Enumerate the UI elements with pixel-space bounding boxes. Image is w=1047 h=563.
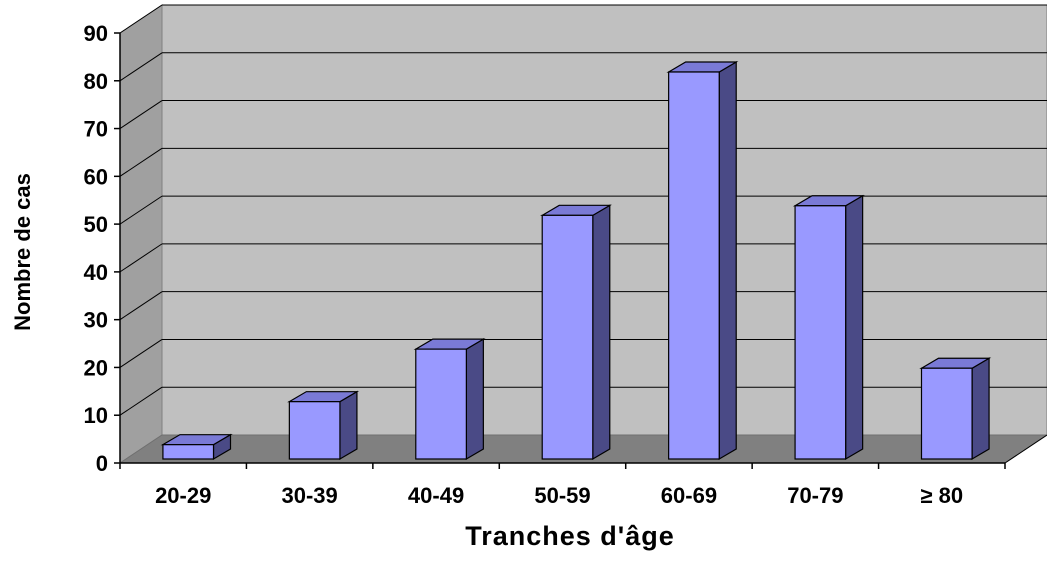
y-tick-labels: 0 10 20 30 40 50 60 70 80 90 <box>84 21 108 476</box>
bar <box>540 204 612 461</box>
floor-edge <box>1004 434 1047 464</box>
y-tick-label: 10 <box>84 403 108 428</box>
gridline <box>119 386 163 416</box>
x-tick-label: 50-59 <box>534 483 590 508</box>
gridline <box>119 100 163 129</box>
bar <box>919 357 992 461</box>
y-tick-label: 70 <box>84 117 108 142</box>
gridline <box>119 195 163 225</box>
bar-side <box>592 204 611 461</box>
bar-side <box>718 60 737 461</box>
y-tick-label: 60 <box>84 164 108 189</box>
gridline <box>119 52 163 82</box>
bar <box>413 338 486 461</box>
side-wall <box>119 4 163 464</box>
x-tick-labels: 20-29 30-39 40-49 50-59 60-69 70-79 ≥ 80 <box>155 483 963 508</box>
y-axis-title: Nombre de cas <box>10 173 35 331</box>
gridline <box>119 291 163 321</box>
bar <box>666 60 739 461</box>
y-tick-label: 0 <box>96 451 108 476</box>
axes <box>114 32 1047 469</box>
x-tick-label: 30-39 <box>282 483 338 508</box>
bar <box>287 390 360 461</box>
gridline <box>119 147 163 177</box>
x-tick-label: 40-49 <box>408 483 464 508</box>
bar-front <box>541 214 594 460</box>
x-tick-label: 60-69 <box>661 483 717 508</box>
y-tick-label: 30 <box>84 308 108 333</box>
bar-side <box>971 357 990 461</box>
x-tick-label: ≥ 80 <box>920 483 963 508</box>
bar-side <box>339 390 358 461</box>
bars <box>160 60 992 461</box>
x-tick-label: 20-29 <box>155 483 211 508</box>
bar-side <box>845 194 864 461</box>
y-tick-label: 80 <box>84 69 108 94</box>
bar-side <box>465 338 484 461</box>
y-tick-label: 40 <box>84 260 108 285</box>
y-tick-label: 50 <box>84 212 108 237</box>
gridline <box>119 243 163 273</box>
bar-front <box>920 367 973 460</box>
bar-front <box>162 444 215 460</box>
y-tick-label: 90 <box>84 21 108 46</box>
bar <box>792 194 865 461</box>
gridline <box>119 4 163 34</box>
bar-front <box>794 205 847 460</box>
x-axis-title: Tranches d'âge <box>465 521 675 551</box>
bar-front <box>288 401 341 460</box>
bar-front <box>668 71 720 460</box>
bar-front <box>415 348 467 460</box>
y-tick-label: 20 <box>84 355 108 380</box>
gridline <box>119 339 163 368</box>
bar <box>160 433 233 461</box>
x-tick-label: 70-79 <box>787 483 843 508</box>
